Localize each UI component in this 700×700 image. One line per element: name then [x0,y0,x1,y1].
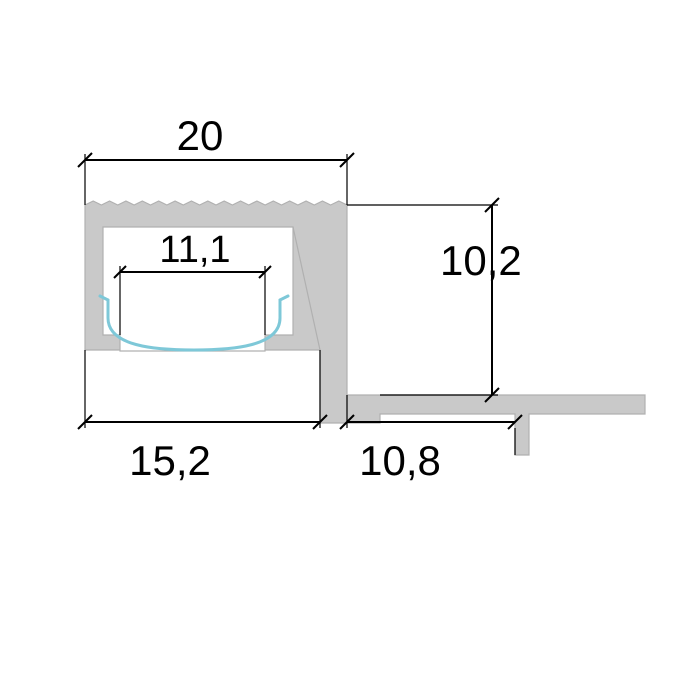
technical-drawing: 20 11,1 10,2 15,2 10,8 [0,0,700,700]
dim-d20-label: 20 [177,112,224,159]
dim-d20: 20 [78,112,354,205]
dim-d10-2: 10,2 [347,198,522,402]
dim-d10-8-label: 10,8 [359,437,441,484]
dim-d15-2: 15,2 [78,350,327,484]
dim-d10-2-label: 10,2 [440,237,522,284]
dim-d11-1-label: 11,1 [159,229,230,271]
dim-d15-2-label: 15,2 [129,437,211,484]
